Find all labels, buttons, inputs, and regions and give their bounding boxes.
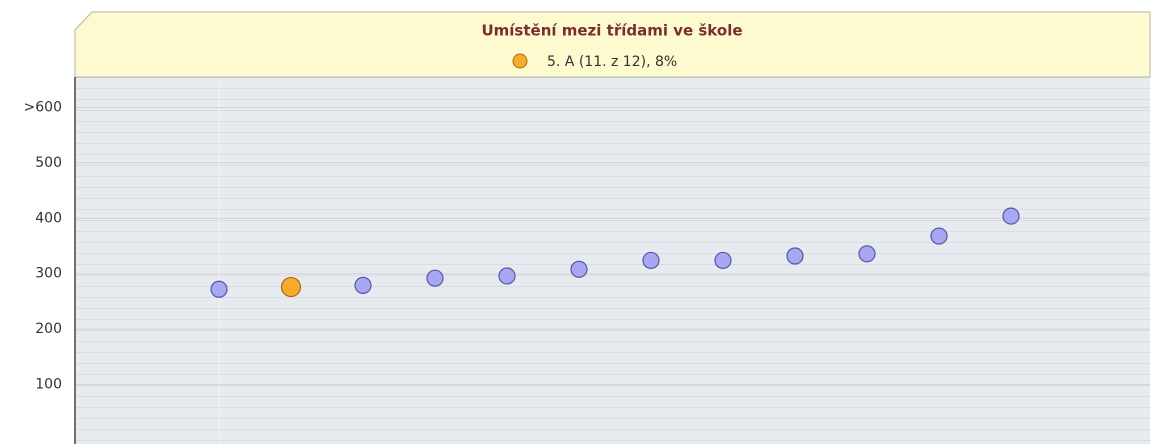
point <box>930 227 948 245</box>
y-tick-label: >600 <box>24 99 62 115</box>
point <box>1002 207 1020 225</box>
header-box <box>74 11 1151 78</box>
y-tick-label: 400 <box>35 210 62 226</box>
legend-label: 5. A (11. z 12), 8% <box>547 54 677 70</box>
point <box>714 251 732 270</box>
point <box>570 260 588 278</box>
points <box>210 207 1020 298</box>
y-tick-label: 200 <box>35 321 62 337</box>
grid <box>75 106 1150 386</box>
y-tick-label: 500 <box>35 155 62 171</box>
point <box>210 280 228 298</box>
point <box>858 245 876 263</box>
point <box>354 276 372 294</box>
y-tick-label: 100 <box>35 377 62 393</box>
point <box>498 267 516 285</box>
point <box>426 269 444 287</box>
point <box>786 247 804 265</box>
legend-marker <box>512 53 528 69</box>
chart-title: Umístění mezi třídami ve škole <box>481 22 742 40</box>
minor-grid <box>76 77 1150 444</box>
point <box>642 251 660 270</box>
y-tick-label: 300 <box>35 266 62 282</box>
legend: 5. A (11. z 12), 8% <box>512 53 677 70</box>
point <box>280 276 302 298</box>
